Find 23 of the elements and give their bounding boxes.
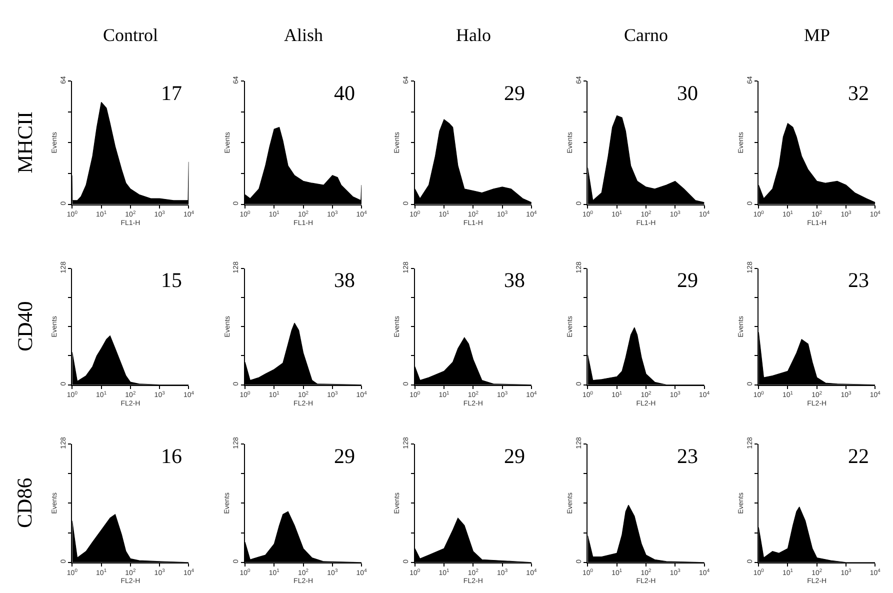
annotation: 29 [334,444,355,468]
annotation: 40 [334,81,355,105]
annotation: 32 [848,81,869,105]
chart-title: MP [804,25,830,45]
annotation: 22 [848,444,869,468]
annotation: 30 [677,81,698,105]
annotation: 23 [677,444,698,468]
annotation: 23 [848,268,869,292]
chart-title: Alish [284,25,324,45]
chart-title: Carno [624,25,668,45]
chart-title: Control [103,25,158,45]
annotation: 38 [334,268,355,292]
annotation: 29 [677,268,698,292]
annotation: 29 [504,444,525,468]
text: CD86 [12,478,37,528]
text: CD40 [13,301,38,352]
annotation: 16 [161,444,182,468]
annotation: 17 [161,81,182,105]
annotation: 15 [161,268,182,292]
annotation: 29 [504,81,525,105]
chart-title: Halo [456,25,491,45]
annotation: 38 [504,268,525,292]
text: MHCII [13,112,38,174]
